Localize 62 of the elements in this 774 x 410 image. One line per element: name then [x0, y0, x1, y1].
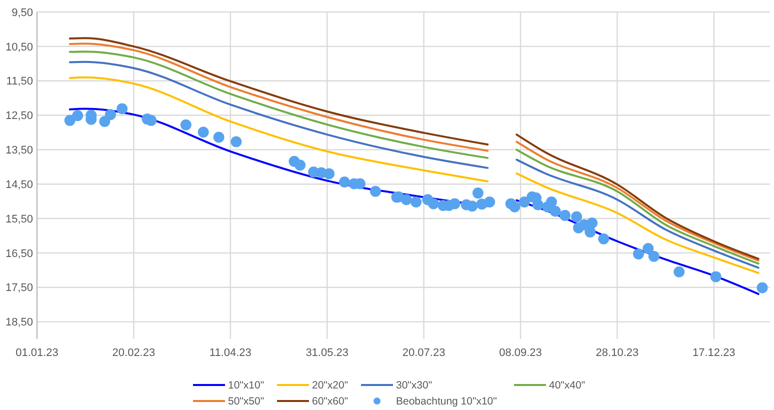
point [674, 266, 685, 278]
y-tick-label: 9,50 [12, 6, 33, 19]
point [756, 282, 768, 294]
point [710, 271, 722, 282]
x-tick-label: 28.10.23 [596, 347, 639, 359]
point [230, 136, 242, 148]
point [509, 201, 520, 212]
point [370, 186, 381, 197]
point [428, 198, 439, 210]
point [116, 103, 128, 114]
y-tick-label: 10,50 [5, 41, 33, 54]
legend-label: 10"x10" [228, 380, 264, 392]
y-tick-label: 16,50 [5, 248, 33, 260]
point [198, 126, 209, 138]
point [642, 242, 654, 254]
x-tick-label: 11.04.23 [209, 347, 252, 359]
legend-label: 50"x50" [228, 396, 264, 408]
x-tick-label: 20.02.23 [112, 347, 156, 359]
x-tick-label: 20.07.23 [402, 347, 446, 359]
point [584, 226, 596, 238]
y-tick-label: 17,50 [5, 282, 33, 294]
point [598, 233, 610, 244]
point [550, 206, 561, 217]
point [324, 168, 335, 180]
y-tick-label: 15,50 [5, 213, 33, 226]
point [213, 132, 224, 143]
legend-label: 60"x60" [312, 396, 348, 408]
legend-label: 30"x30" [396, 380, 432, 392]
point [466, 200, 478, 212]
point [146, 114, 157, 126]
point [532, 199, 544, 210]
point [449, 198, 460, 210]
legend-label: 40"x40" [549, 380, 586, 392]
y-tick-label: 14,50 [5, 178, 33, 191]
point [518, 196, 530, 208]
y-tick-label: 18,50 [5, 316, 33, 329]
x-tick-label: 01.01.23 [16, 347, 58, 359]
point [339, 176, 350, 188]
y-tick-label: 11,50 [6, 76, 33, 88]
point [546, 196, 557, 208]
legend-label: 20"x20" [312, 380, 348, 392]
point [104, 109, 116, 120]
y-tick-label: 12,50 [5, 110, 33, 122]
x-tick-label: 08.09.23 [499, 347, 542, 359]
point [484, 196, 496, 208]
point [472, 188, 484, 199]
point [586, 218, 598, 228]
x-tick-label: 31.05.23 [306, 347, 349, 359]
x-tick-label: 17.12.23 [692, 347, 736, 359]
point [648, 250, 660, 262]
point [632, 248, 644, 260]
point [400, 194, 412, 206]
point [64, 114, 76, 126]
point [99, 116, 110, 127]
point [410, 196, 422, 208]
point [559, 210, 570, 221]
point [294, 160, 306, 171]
legend-label: Beobachtung 10"x10" [396, 396, 498, 408]
y-tick-label: 13,50 [5, 144, 33, 157]
point [72, 110, 84, 122]
point [180, 119, 192, 130]
point [571, 211, 582, 222]
